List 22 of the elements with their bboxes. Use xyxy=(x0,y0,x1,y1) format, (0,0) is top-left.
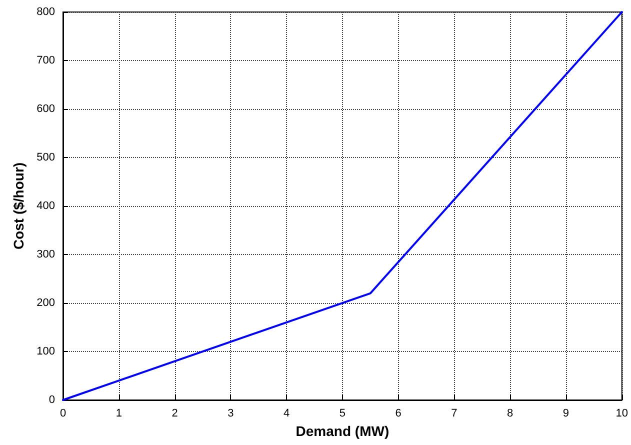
y-tick-label: 600 xyxy=(36,103,55,115)
x-tick-label: 0 xyxy=(60,408,66,420)
y-tick-label: 0 xyxy=(48,394,55,406)
x-tick-label: 5 xyxy=(339,408,346,420)
y-tick-label: 300 xyxy=(36,248,55,260)
x-tick-label: 2 xyxy=(172,408,178,420)
x-tick-label: 7 xyxy=(451,408,458,420)
y-tick-label: 200 xyxy=(36,297,55,309)
x-tick-label: 8 xyxy=(507,408,514,420)
y-tick-label: 400 xyxy=(36,200,55,212)
y-tick-label: 100 xyxy=(36,346,55,358)
y-axis-title: Cost ($/hour) xyxy=(10,162,27,250)
x-tick-label: 1 xyxy=(116,408,122,420)
y-tick-label: 500 xyxy=(36,152,55,164)
x-tick-label: 9 xyxy=(562,408,570,420)
x-tick-label: 3 xyxy=(228,408,234,420)
x-tick-label: 10 xyxy=(616,408,628,420)
x-axis-title: Demand (MW) xyxy=(296,422,390,439)
y-tick-label: 700 xyxy=(36,54,55,66)
x-tick-label: 6 xyxy=(395,408,402,420)
y-tick-label: 800 xyxy=(36,6,55,18)
x-tick-label: 4 xyxy=(283,408,290,420)
